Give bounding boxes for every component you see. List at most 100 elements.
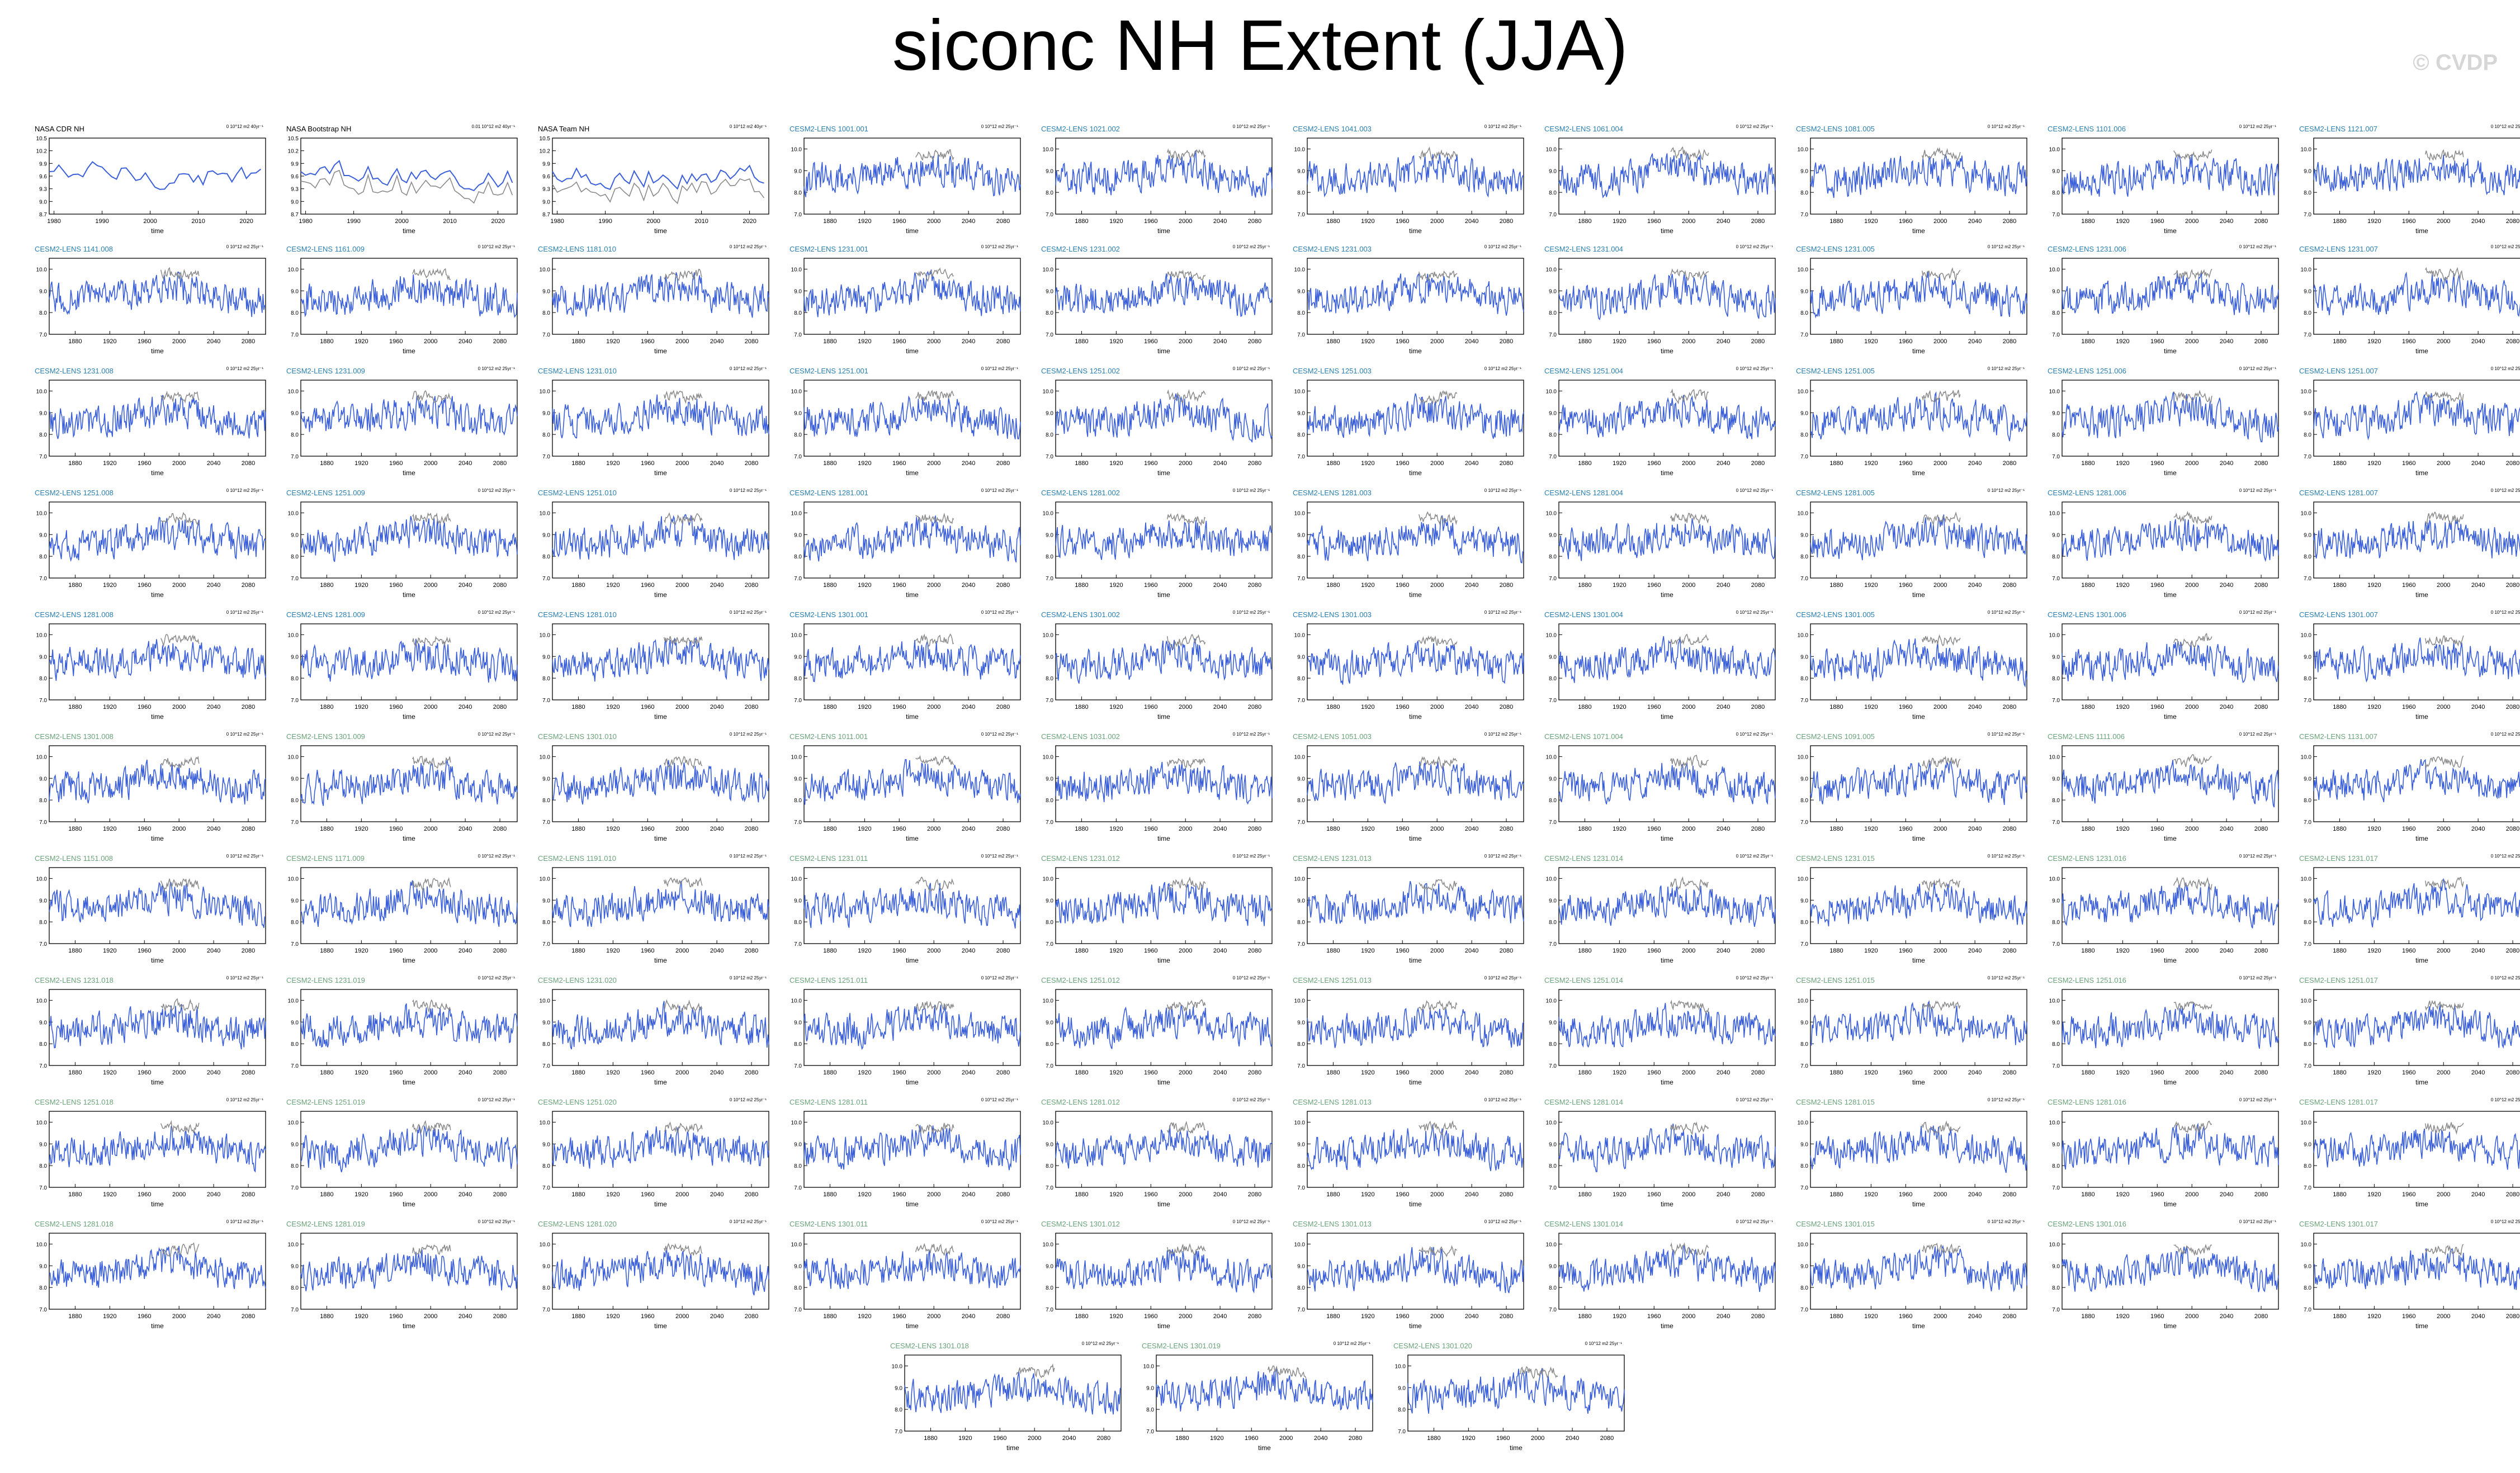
x-tick-label: 2000 xyxy=(1682,1191,1695,1198)
panel-title: CESM2-LENS 1231.015 xyxy=(1796,854,1875,863)
obs-series-line xyxy=(664,999,703,1012)
x-axis-label: time xyxy=(403,1200,415,1208)
y-tick-label: 10.0 xyxy=(2301,876,2312,882)
x-axis-label: time xyxy=(906,227,919,235)
x-axis-label: time xyxy=(2415,469,2428,477)
x-tick-label: 2080 xyxy=(745,704,758,711)
x-tick-label: 2000 xyxy=(1430,338,1444,345)
y-tick-label: 9.9 xyxy=(39,161,47,167)
x-axis-label: time xyxy=(906,956,919,964)
chart-svg: CESM2-LENS 1231.014 0 10^12 m2 25yr⁻¹1880… xyxy=(1544,854,1776,964)
y-tick-label: 10.0 xyxy=(2301,1120,2312,1126)
x-tick-label: 2040 xyxy=(1717,826,1730,832)
y-tick-label: 7.0 xyxy=(2052,1307,2060,1313)
panel-units: 0 10^12 m2 25yr⁻¹ xyxy=(478,488,516,493)
panel-units: 0 10^12 m2 25yr⁻¹ xyxy=(1988,124,2025,129)
x-tick-label: 1920 xyxy=(2367,826,2381,832)
x-tick-label: 2040 xyxy=(1062,1435,1076,1442)
y-tick-label: 7.0 xyxy=(1046,1185,1053,1191)
x-tick-label: 1880 xyxy=(320,582,333,589)
x-tick-label: 1960 xyxy=(641,826,654,832)
y-tick-label: 9.0 xyxy=(542,776,550,782)
obs-series-line xyxy=(300,169,513,204)
panel-title: CESM2-LENS 1301.011 xyxy=(789,1220,868,1228)
x-tick-label: 1920 xyxy=(2367,948,2381,954)
x-tick-label: 1960 xyxy=(1396,582,1409,589)
x-tick-label: 2040 xyxy=(1465,338,1478,345)
x-tick-label: 2080 xyxy=(2506,948,2519,954)
x-tick-label: 1960 xyxy=(1647,1313,1661,1320)
obs-series-line xyxy=(1015,1363,1055,1379)
chart-svg: CESM2-LENS 1091.005 0 10^12 m2 25yr⁻¹1880… xyxy=(1796,732,2027,842)
panel-units: 0 10^12 m2 25yr⁻¹ xyxy=(1484,854,1522,859)
x-tick-label: 1880 xyxy=(1578,948,1591,954)
x-tick-label: 2040 xyxy=(962,338,975,345)
y-tick-label: 8.0 xyxy=(1549,920,1557,926)
x-tick-label: 1880 xyxy=(571,1069,585,1076)
plot-frame xyxy=(49,380,266,457)
x-tick-label: 2040 xyxy=(1968,826,1982,832)
x-tick-label: 1990 xyxy=(347,218,360,225)
obs-series-line xyxy=(1166,269,1206,281)
x-tick-label: 2000 xyxy=(2437,826,2450,832)
y-tick-label: 8.0 xyxy=(1046,1163,1053,1169)
obs-series-line xyxy=(1166,513,1206,527)
plot-frame xyxy=(49,867,266,944)
chart-svg: CESM2-LENS 1301.018 0 10^12 m2 25yr⁻¹1880… xyxy=(890,1341,1122,1452)
obs-series-line xyxy=(915,633,954,647)
panel-title: CESM2-LENS 1251.017 xyxy=(2299,976,2378,984)
x-tick-label: 2080 xyxy=(1751,826,1765,832)
obs-series-line xyxy=(663,390,703,404)
x-tick-label: 1960 xyxy=(2150,826,2164,832)
x-axis-label: time xyxy=(1157,835,1170,842)
plot-frame xyxy=(2313,1233,2520,1310)
x-tick-label: 1920 xyxy=(858,704,871,711)
series-line xyxy=(2062,1122,2279,1170)
panel-units: 0 10^12 m2 25yr⁻¹ xyxy=(1233,124,1270,129)
y-tick-label: 9.0 xyxy=(1046,288,1053,295)
x-tick-label: 1920 xyxy=(606,1313,620,1320)
x-tick-label: 2040 xyxy=(2471,460,2485,467)
series-line xyxy=(300,1125,518,1173)
x-axis-label: time xyxy=(1409,1322,1422,1330)
y-tick-label: 8.0 xyxy=(1046,920,1053,926)
series-line xyxy=(2062,760,2279,808)
obs-series-line xyxy=(915,876,954,892)
y-tick-label: 9.0 xyxy=(1297,1020,1305,1026)
y-tick-label: 8.0 xyxy=(39,310,47,316)
x-tick-label: 1920 xyxy=(103,948,116,954)
y-tick-label: 10.0 xyxy=(1546,632,1557,638)
y-tick-label: 7.0 xyxy=(2304,698,2311,704)
x-tick-label: 1960 xyxy=(1899,826,1912,832)
chart-svg: CESM2-LENS 1301.010 0 10^12 m2 25yr⁻¹1880… xyxy=(538,732,769,842)
y-tick-label: 8.0 xyxy=(39,920,47,926)
y-tick-label: 9.0 xyxy=(2052,776,2060,782)
obs-series-line xyxy=(1921,634,1961,647)
x-tick-label: 2040 xyxy=(1717,704,1730,711)
x-tick-label: 1880 xyxy=(1578,1191,1591,1198)
x-tick-label: 1960 xyxy=(1396,1069,1409,1076)
panel-title: CESM2-LENS 1301.018 xyxy=(890,1342,969,1350)
panel-title: CESM2-LENS 1251.011 xyxy=(789,976,868,984)
chart-panel: CESM2-LENS 1281.010 0 10^12 m2 25yr⁻¹ 1880… xyxy=(531,606,783,728)
y-tick-label: 10.0 xyxy=(2049,510,2060,517)
x-tick-label: 1920 xyxy=(1109,1313,1123,1320)
plot-frame xyxy=(1307,1111,1524,1188)
chart-panel: CESM2-LENS 1301.016 0 10^12 m2 25yr⁻¹ 1880… xyxy=(2041,1215,2292,1337)
panel-units: 0 10^12 m2 25yr⁻¹ xyxy=(730,1219,767,1224)
panel-title: CESM2-LENS 1301.001 xyxy=(789,610,868,619)
obs-series-line xyxy=(1419,635,1458,647)
panel-title: CESM2-LENS 1231.004 xyxy=(1544,245,1623,253)
y-tick-label: 8.0 xyxy=(542,310,550,316)
x-tick-label: 1920 xyxy=(1613,582,1626,589)
x-axis-label: time xyxy=(1912,713,1925,721)
y-tick-label: 9.0 xyxy=(2304,1142,2311,1148)
x-tick-label: 1920 xyxy=(2116,1191,2129,1198)
y-tick-label: 8.0 xyxy=(2052,920,2060,926)
chart-panel: CESM2-LENS 1251.003 0 10^12 m2 25yr⁻¹ 1880… xyxy=(1286,362,1538,484)
panel-units: 0 10^12 m2 25yr⁻¹ xyxy=(981,488,1019,493)
y-tick-label: 9.0 xyxy=(291,898,299,904)
x-tick-label: 2080 xyxy=(745,460,758,467)
chart-svg: CESM2-LENS 1251.002 0 10^12 m2 25yr⁻¹1880… xyxy=(1041,366,1273,477)
panel-title: CESM2-LENS 1251.001 xyxy=(789,367,868,375)
